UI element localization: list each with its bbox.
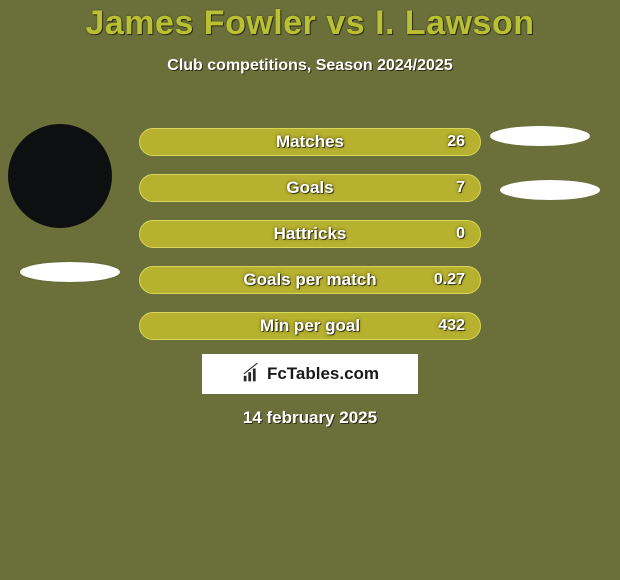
stat-value: 26 [139, 128, 465, 156]
stat-value: 7 [139, 174, 465, 202]
stat-row: Min per goal432 [0, 302, 620, 348]
comparison-card: James Fowler vs I. Lawson Club competiti… [0, 0, 620, 580]
stat-row: Goals7 [0, 164, 620, 210]
brand-box[interactable]: FcTables.com [202, 354, 418, 394]
stats-area: Matches26Goals7Hattricks0Goals per match… [0, 118, 620, 348]
subtitle: Club competitions, Season 2024/2025 [0, 57, 620, 75]
stat-value: 432 [139, 312, 465, 340]
stat-value: 0 [139, 220, 465, 248]
brand-text: FcTables.com [267, 364, 379, 384]
stat-value: 0.27 [139, 266, 465, 294]
stat-row: Matches26 [0, 118, 620, 164]
date-line: 14 february 2025 [0, 408, 620, 428]
bar-chart-icon [241, 363, 263, 385]
page-title: James Fowler vs I. Lawson [0, 0, 620, 43]
stat-row: Hattricks0 [0, 210, 620, 256]
stat-row: Goals per match0.27 [0, 256, 620, 302]
